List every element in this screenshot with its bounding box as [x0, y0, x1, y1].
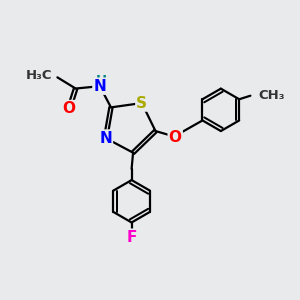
Text: O: O	[169, 130, 182, 145]
Text: H₃C: H₃C	[26, 69, 52, 82]
Text: CH₃: CH₃	[259, 89, 285, 102]
Text: H: H	[96, 74, 107, 87]
Text: N: N	[99, 130, 112, 146]
Text: N: N	[93, 79, 106, 94]
Text: F: F	[126, 230, 137, 245]
Text: S: S	[136, 95, 147, 110]
Text: O: O	[63, 101, 76, 116]
